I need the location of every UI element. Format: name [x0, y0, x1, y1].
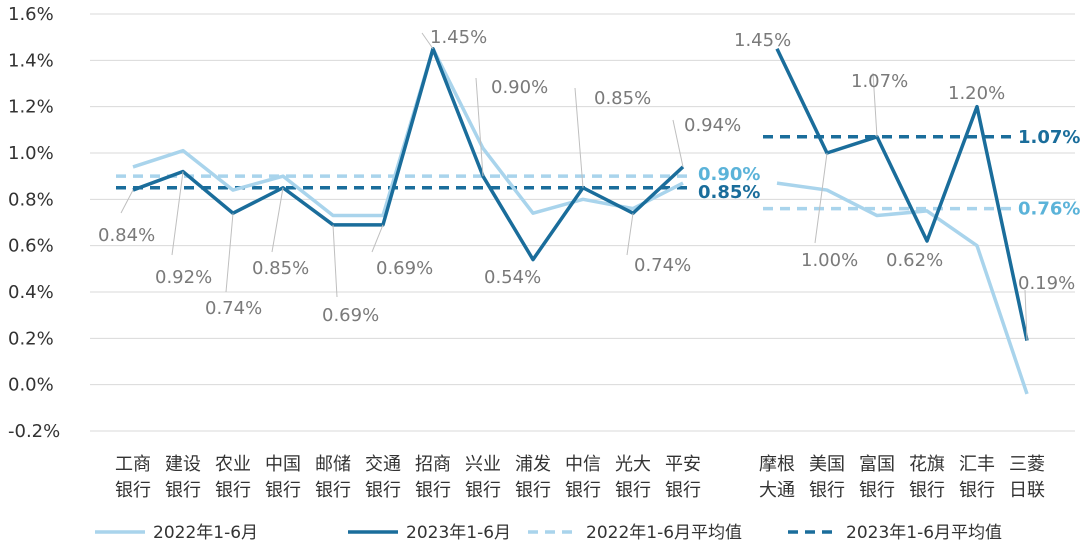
data-label: 1.45% [430, 27, 487, 48]
data-label: 0.69% [376, 258, 433, 279]
x-category-label-line2: 银行 [515, 480, 551, 501]
x-category-label-line1: 兴业 [465, 454, 501, 475]
x-category-label-line2: 银行 [265, 480, 301, 501]
y-tick-label: 1.4% [8, 50, 54, 71]
x-category-label-line2: 银行 [315, 480, 351, 501]
x-category-label-line2: 银行 [115, 480, 151, 501]
x-category-label-line1: 中国 [265, 454, 301, 475]
y-tick-label: 0.0% [8, 375, 54, 396]
legend-label: 2022年1-6月平均值 [586, 523, 742, 543]
x-category-label-line1: 三菱 [1009, 454, 1045, 475]
avg-2022-label: 0.90% [698, 164, 760, 185]
leader-line [475, 77, 484, 177]
legend: 2022年1-6月 2023年1-6月 2022年1-6月平均值 2023年1-6月平… [95, 523, 1002, 543]
data-label: 0.74% [634, 255, 691, 276]
y-tick-label: 0.6% [8, 236, 54, 257]
x-category-label-line1: 摩根 [759, 454, 795, 475]
leader-line [332, 224, 338, 298]
leader-line [120, 189, 134, 214]
x-category-label-line1: 汇丰 [959, 454, 995, 475]
x-category-label-line2: 银行 [365, 480, 401, 501]
data-label: 0.92% [155, 267, 212, 288]
x-category-label-line2: 银行 [615, 480, 651, 501]
x-category-label-line2: 银行 [909, 480, 945, 501]
x-category-label-line1: 平安 [665, 454, 701, 475]
series-2023-line [775, 47, 1029, 342]
avg-2023-label: 1.07% [1018, 127, 1080, 148]
y-tick-label: 1.6% [8, 4, 54, 25]
leader-line [1024, 289, 1028, 341]
x-category-label-line1: 建设 [165, 454, 201, 475]
series-lines [132, 47, 1029, 395]
x-category-label-line2: 银行 [465, 480, 501, 501]
y-tick-label: 1.0% [8, 143, 54, 164]
data-label: 0.69% [322, 305, 379, 326]
data-label: 1.45% [734, 30, 791, 51]
leader-line [626, 213, 634, 256]
x-category-label-line2: 银行 [959, 480, 995, 501]
leader-line [872, 72, 878, 137]
leader-line [672, 119, 684, 168]
y-tick-label: 1.2% [8, 97, 54, 118]
y-tick-label: 0.8% [8, 189, 54, 210]
series-2022-line [776, 181, 1029, 395]
leader-line [271, 187, 284, 253]
x-category-label-line1: 邮储 [315, 454, 351, 475]
data-label: 0.90% [491, 77, 548, 98]
grid-layer [90, 13, 1075, 432]
data-label: 0.54% [484, 267, 541, 288]
x-category-label-line1: 光大 [615, 454, 651, 475]
x-axis-categories: 工商银行建设银行农业银行中国银行邮储银行交通银行招商银行兴业银行浦发银行中信银行… [115, 454, 1045, 501]
leader-line [574, 87, 584, 188]
data-label: 1.20% [948, 83, 1005, 104]
x-category-label-line2: 银行 [665, 480, 701, 501]
x-category-label-line1: 工商 [115, 454, 151, 475]
series-2023-line [132, 47, 685, 262]
legend-label: 2023年1-6月 [406, 523, 511, 543]
x-category-label-line2: 银行 [415, 480, 451, 501]
x-category-label-line2: 大通 [759, 480, 795, 501]
x-category-label-line2: 银行 [809, 480, 845, 501]
x-category-label-line1: 花旗 [909, 454, 945, 475]
x-category-label-line1: 中信 [565, 454, 601, 475]
leader-line [371, 224, 384, 253]
y-axis-ticks: -0.2% 0.0% 0.2% 0.4% 0.6% 0.8% 1.0% 1.2% 1.4% 1.6… [8, 4, 60, 442]
data-label: 1.07% [851, 71, 908, 92]
x-category-label-line2: 日联 [1009, 480, 1045, 501]
y-tick-label: 0.2% [8, 328, 54, 349]
data-label: 0.62% [886, 250, 943, 271]
x-category-label-line1: 交通 [365, 454, 401, 475]
avg-2023-label: 0.85% [698, 182, 760, 203]
data-label: 1.00% [801, 250, 858, 271]
avg-2022-label: 0.76% [1018, 199, 1080, 220]
data-label: 0.94% [684, 115, 741, 136]
leader-line [225, 213, 234, 293]
data-label: 0.85% [252, 258, 309, 279]
x-category-label-line1: 美国 [809, 454, 845, 475]
legend-label: 2022年1-6月 [153, 523, 258, 543]
x-category-label-line2: 银行 [859, 480, 895, 501]
legend-label: 2023年1-6月平均值 [846, 523, 1002, 543]
data-labels: 0.84%0.92% 0.74% 0.85% 0.69% 0.69% 1.45% 0.90%… [98, 27, 1075, 341]
data-label: 0.85% [594, 88, 651, 109]
leader-line [814, 152, 828, 244]
average-lines: 0.90%0.85% 0.76% 1.07% [116, 127, 1080, 220]
x-category-label-line2: 银行 [165, 480, 201, 501]
y-tick-label: -0.2% [8, 421, 60, 442]
x-category-label-line2: 银行 [565, 480, 601, 501]
leader-line [171, 171, 184, 256]
x-category-label-line1: 农业 [215, 454, 251, 475]
x-category-label-line1: 浦发 [515, 454, 551, 475]
y-tick-label: 0.4% [8, 282, 54, 303]
leader-line [421, 32, 434, 50]
x-category-label-line2: 银行 [215, 480, 251, 501]
data-label: 0.19% [1018, 273, 1075, 294]
data-label: 0.84% [98, 225, 155, 246]
x-category-label-line1: 招商 [415, 454, 451, 475]
x-category-label-line1: 富国 [859, 454, 895, 475]
data-label: 0.74% [205, 298, 262, 319]
